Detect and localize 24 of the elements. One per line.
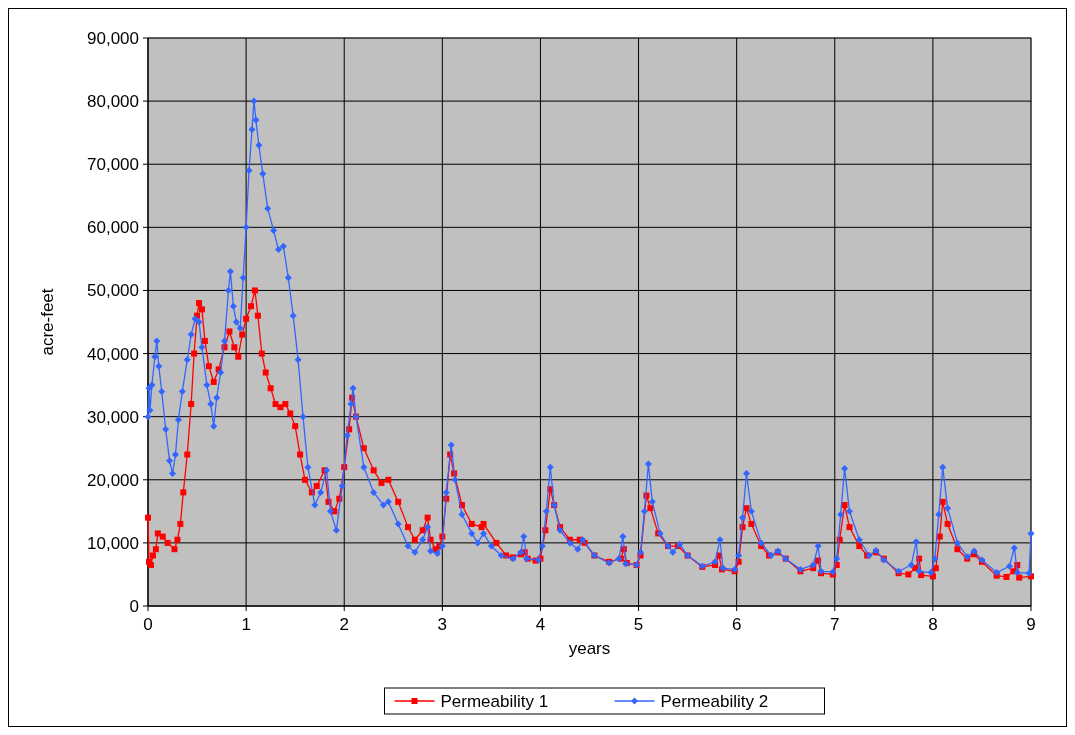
x-tick-label: 1 <box>241 615 251 634</box>
y-tick-label: 90,000 <box>87 29 139 48</box>
y-tick-label: 30,000 <box>87 407 139 427</box>
x-tick-label: 0 <box>143 615 153 634</box>
x-tick-label: 3 <box>437 615 448 634</box>
y-tick-label: 60,000 <box>87 218 139 238</box>
y-tick-label: 20,000 <box>87 470 139 490</box>
legend-label: Permeability 1 <box>440 692 549 711</box>
y-tick-label: 50,000 <box>87 281 139 301</box>
y-tick-label: 0 <box>129 597 139 616</box>
y-tick-label: 40,000 <box>87 344 139 364</box>
y-tick-label: 10,000 <box>87 533 139 553</box>
x-tick-label: 6 <box>731 615 742 634</box>
x-tick-label: 8 <box>928 615 938 634</box>
x-tick-label: 5 <box>633 615 644 634</box>
x-tick-label: 4 <box>535 615 546 634</box>
x-tick-label: 9 <box>1026 615 1036 634</box>
y-tick-label: 70,000 <box>87 155 139 175</box>
y-axis-title: acre-feet <box>38 288 57 356</box>
legend-label: Permeability 2 <box>660 692 769 711</box>
x-tick-label: 7 <box>830 615 840 634</box>
x-axis-title: years <box>568 639 611 658</box>
x-tick-label: 2 <box>339 615 349 634</box>
y-tick-label: 80,000 <box>87 92 139 112</box>
